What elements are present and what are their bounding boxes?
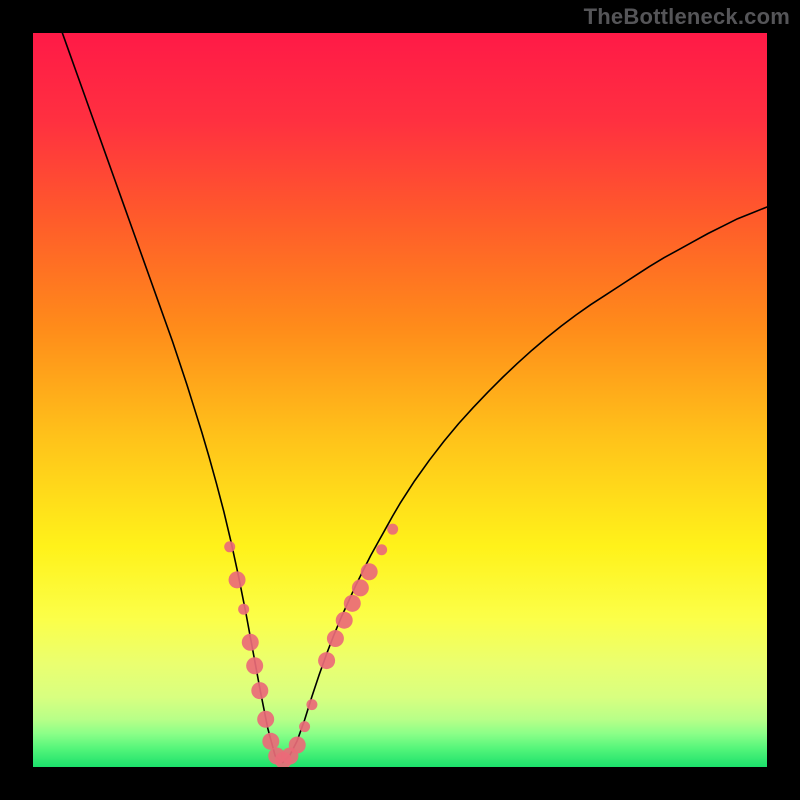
data-marker xyxy=(327,630,344,647)
data-marker xyxy=(299,721,310,732)
data-marker xyxy=(376,544,387,555)
data-marker xyxy=(361,563,378,580)
data-marker xyxy=(387,524,398,535)
data-marker xyxy=(229,571,246,588)
bottleneck-chart xyxy=(0,0,800,800)
data-marker xyxy=(352,579,369,596)
data-marker xyxy=(318,652,335,669)
data-marker xyxy=(257,711,274,728)
data-marker xyxy=(246,657,263,674)
data-marker xyxy=(306,699,317,710)
data-marker xyxy=(238,604,249,615)
data-marker xyxy=(344,595,361,612)
data-marker xyxy=(224,541,235,552)
gradient-background xyxy=(33,33,767,767)
data-marker xyxy=(251,682,268,699)
chart-frame: TheBottleneck.com xyxy=(0,0,800,800)
data-marker xyxy=(336,612,353,629)
watermark-text: TheBottleneck.com xyxy=(584,4,790,30)
data-marker xyxy=(289,736,306,753)
data-marker xyxy=(242,634,259,651)
data-marker xyxy=(262,733,279,750)
